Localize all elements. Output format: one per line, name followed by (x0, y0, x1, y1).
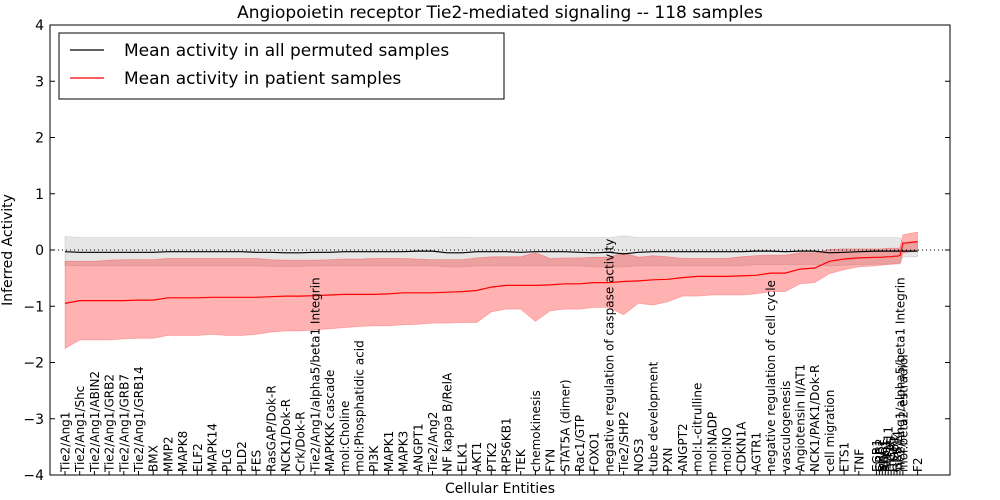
x-tick-label: mol:NO (720, 427, 734, 472)
legend: Mean activity in all permuted samples Me… (58, 32, 505, 100)
x-tick-label: MAPKKK cascade (323, 370, 337, 472)
x-tick-label: FYN (544, 449, 558, 472)
x-tick-label: ELF2 (191, 443, 205, 472)
x-tick-label: MAPK8 (176, 431, 190, 472)
x-tick-label: tube development (647, 361, 661, 472)
x-tick-label: Tie2/Ang1/GRB7 (117, 374, 131, 473)
x-tick-label: Crk/Dok-R (294, 411, 308, 472)
x-tick-label: PLG (220, 449, 234, 472)
x-tick-label: mol:beta2-estradiol (896, 354, 910, 472)
y-axis: 4 3 2 1 0 −1 −2 −3 −4 (23, 18, 950, 484)
x-tick-label: MAPK3 (397, 431, 411, 472)
x-tick-label: MAPK1 (382, 431, 396, 472)
x-tick-label: EGR1 (870, 439, 884, 472)
y-tick-label: −1 (23, 299, 44, 315)
x-tick-label: Tie2/Ang2 (426, 412, 440, 473)
x-tick-label: Tie2/SHP2 (617, 411, 631, 473)
x-tick-label: ANGPT2 (676, 423, 690, 472)
x-tick-label: TEK (514, 448, 528, 473)
x-tick-label: MMP2 (161, 436, 175, 472)
x-tick-label: mol:NADP (705, 412, 719, 472)
x-tick-label: Rac1/GTP (573, 415, 587, 472)
x-tick-label: negative regulation of caspase activity (602, 239, 616, 472)
x-tick-label: ITGA5 (885, 436, 899, 472)
x-tick-label: F2 (911, 457, 925, 472)
legend-label-permuted: Mean activity in all permuted samples (124, 41, 449, 61)
x-tick-label: GRB2 (873, 438, 887, 472)
x-tick-label: Tie2/Ang1 (59, 412, 73, 473)
x-tick-label: PTPN11 (882, 426, 896, 472)
x-tick-label: mol:Choline (338, 401, 352, 472)
x-tick-label: GRB14 (891, 431, 905, 472)
x-tick-label: NOS3 (632, 438, 646, 472)
x-tick-label: ANGPT1 (411, 423, 425, 472)
x-tick-label: Tie2/Ang1/GRB14 (132, 366, 146, 473)
x-tick-label: Tie2/Ang1/alpha5/beta1 Integrin (308, 277, 322, 473)
x-tick-label: FES (250, 450, 264, 472)
x-tick-label: NCK1/Dok-R (279, 399, 293, 472)
y-tick-label: 1 (35, 187, 44, 203)
x-tick-label: STAT5A (dimer) (558, 379, 572, 472)
y-tick-label: −4 (23, 468, 44, 484)
x-tick-label: CDKN1A (735, 421, 749, 472)
x-tick-label: negative regulation of cell cycle (764, 280, 778, 472)
line-permuted-mean (64, 250, 918, 255)
x-tick-label: vasculogenesis (779, 381, 793, 472)
x-tick-label: SHC1 (876, 439, 890, 472)
x-tick-label: Angiotensin II/AT1 (794, 364, 808, 472)
y-axis-label: Inferred Activity (0, 194, 16, 306)
legend-label-patient: Mean activity in patient samples (124, 69, 401, 89)
line-patient-mean (64, 241, 918, 304)
x-tick-label: PXN (661, 448, 675, 472)
x-tick-label: RPS6KB1 (500, 417, 514, 472)
y-tick-label: 3 (35, 74, 44, 90)
plot-area (50, 25, 950, 475)
x-tick-label: cell migration (823, 390, 837, 472)
x-tick-label: Tie2/Ang1/GRB2 (103, 374, 117, 473)
x-tick-label: ITGB1 (888, 436, 902, 472)
y-tick-label: 4 (35, 18, 44, 34)
plot-frame (49, 24, 951, 476)
x-tick-label: NCK1/PAK1/Dok-R (808, 365, 822, 472)
chart-title: Angiopoietin receptor Tie2-mediated sign… (237, 3, 763, 23)
x-tick-label: mol:Phosphatidic acid (353, 340, 367, 472)
x-tick-label: TNF (852, 449, 866, 473)
x-tick-label: ETS1 (838, 442, 852, 472)
x-tick-label: FOXO1 (588, 432, 602, 472)
x-tick-label: Tie2/Ang1/alpha5/beta1 Integrin (894, 277, 908, 473)
x-tick-label: PTK2 (485, 442, 499, 472)
x-tick-label: RasGAP/Dok-R (264, 385, 278, 472)
x-tick-label: RAC1 (879, 440, 893, 472)
x-tick-label: PI3K (367, 445, 381, 472)
y-tick-label: −3 (23, 412, 44, 428)
x-tick-label: MAPK14 (206, 423, 220, 472)
x-tick-labels: Tie2/Ang1 Tie2/Ang1/Shc Tie2/Ang1/ABIN2 Tie… (59, 239, 925, 475)
x-axis-label: Cellular Entities (445, 481, 555, 497)
x-tick-label: AKT1 (470, 442, 484, 472)
y-tick-label: 2 (35, 131, 44, 147)
x-tick-label: Tie2/Ang1/Shc (73, 386, 87, 473)
x-tick-label: PLD2 (235, 441, 249, 472)
x-tick-label: NF kappa B/RelA (441, 372, 455, 472)
y-tick-label: −2 (23, 356, 44, 372)
y-tick-label: 0 (35, 243, 44, 259)
series-lines (64, 241, 918, 304)
legend-box (58, 32, 505, 100)
x-tick-label: mol:L-citrulline (691, 383, 705, 472)
x-tick-label: Tie2/Ang1/ABIN2 (88, 371, 102, 473)
x-tick-label: BMX (147, 445, 161, 472)
x-tick-label: ELK1 (455, 442, 469, 472)
x-tick-label: AGTR1 (749, 432, 763, 472)
x-tick-label: chemokinesis (529, 390, 543, 472)
